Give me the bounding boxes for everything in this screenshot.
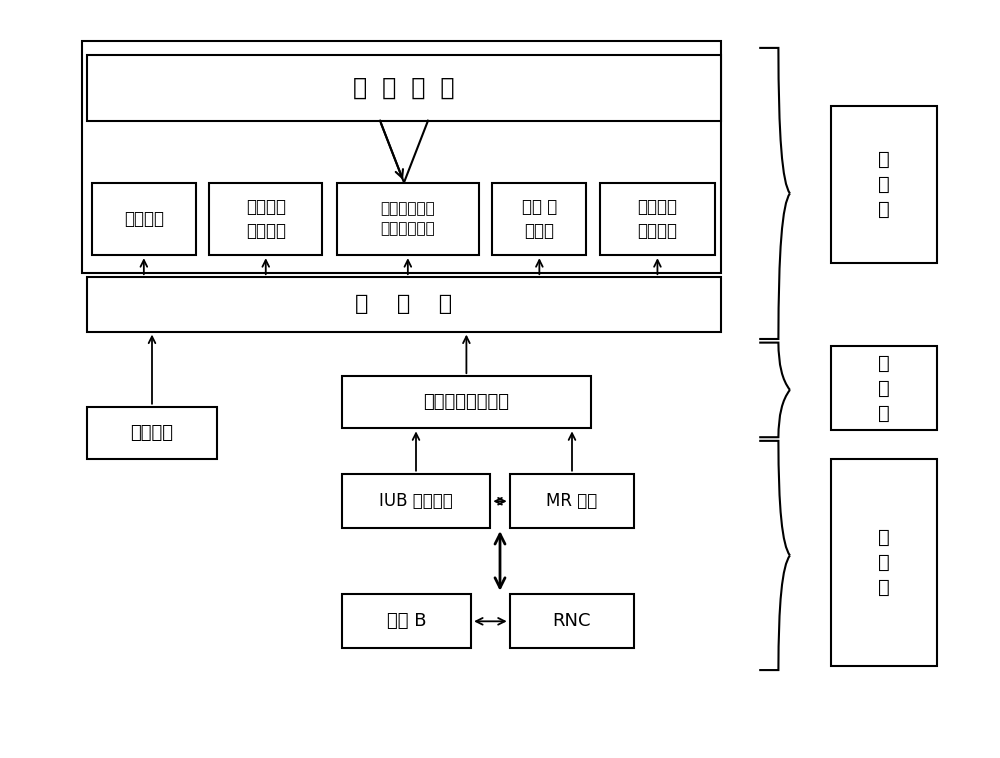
FancyBboxPatch shape [510,594,634,648]
Text: 信令回放: 信令回放 [124,210,164,228]
FancyBboxPatch shape [831,459,937,666]
FancyBboxPatch shape [492,183,586,255]
FancyBboxPatch shape [342,594,471,648]
FancyBboxPatch shape [510,474,634,528]
FancyBboxPatch shape [337,183,479,255]
Text: 数    据    库: 数 据 库 [355,294,453,315]
Text: 终端分布
业务分布: 终端分布 业务分布 [246,198,286,240]
FancyBboxPatch shape [831,106,937,262]
Text: MR 数据: MR 数据 [546,492,598,510]
Text: 节点 B: 节点 B [387,612,426,630]
Text: 自动告警
实时跟踪: 自动告警 实时跟踪 [637,198,677,240]
Text: IUB 信令数据: IUB 信令数据 [379,492,453,510]
FancyBboxPatch shape [342,376,591,428]
FancyBboxPatch shape [600,183,715,255]
Text: 切换参数优化
邻区配置优化: 切换参数优化 邻区配置优化 [380,202,435,236]
Text: 基础数据: 基础数据 [130,424,174,442]
FancyBboxPatch shape [87,277,721,332]
Text: 采
集
层: 采 集 层 [878,528,890,597]
FancyBboxPatch shape [92,183,196,255]
FancyBboxPatch shape [87,55,721,121]
FancyBboxPatch shape [209,183,322,255]
Text: 室内 小
区优化: 室内 小 区优化 [522,198,557,240]
FancyBboxPatch shape [831,346,937,430]
Text: 共
享
层: 共 享 层 [878,353,890,423]
Text: 应  用  界  面: 应 用 界 面 [353,76,455,100]
Text: RNC: RNC [553,612,591,630]
Text: 解码、关联、回填: 解码、关联、回填 [423,393,509,412]
FancyBboxPatch shape [342,474,490,528]
Text: 应
用
层: 应 用 层 [878,150,890,219]
FancyBboxPatch shape [87,406,217,459]
